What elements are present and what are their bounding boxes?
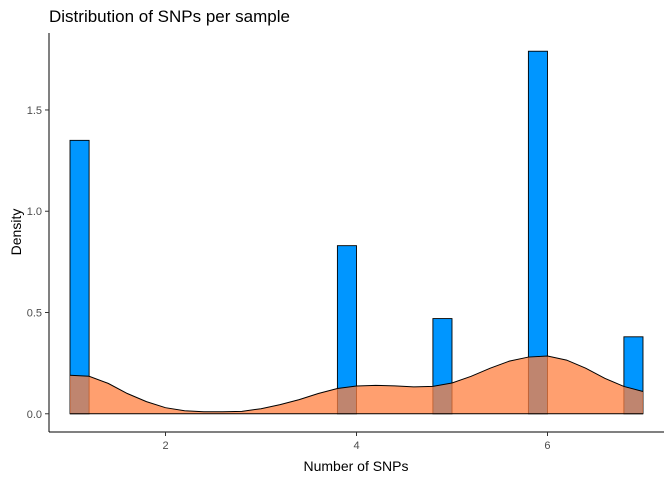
y-tick-label: 1.0 xyxy=(27,206,42,218)
chart-title: Distribution of SNPs per sample xyxy=(49,7,290,26)
y-tick-label: 0.0 xyxy=(27,409,42,421)
y-tick-label: 0.5 xyxy=(27,308,42,320)
y-tick-label: 1.5 xyxy=(27,105,42,117)
x-tick-label: 6 xyxy=(544,440,550,452)
x-tick-label: 4 xyxy=(353,440,359,452)
x-tick-label: 2 xyxy=(162,440,168,452)
density-curve-line xyxy=(69,355,644,413)
histogram-bar xyxy=(69,139,90,415)
plot-area xyxy=(69,50,644,415)
density-area xyxy=(70,356,643,414)
y-axis-title: Density xyxy=(8,209,24,256)
y-axis-ticks: 0.0 0.5 1.0 1.5 xyxy=(27,105,49,421)
x-axis-ticks: 2 4 6 xyxy=(162,432,551,452)
x-axis-title: Number of SNPs xyxy=(303,458,408,474)
